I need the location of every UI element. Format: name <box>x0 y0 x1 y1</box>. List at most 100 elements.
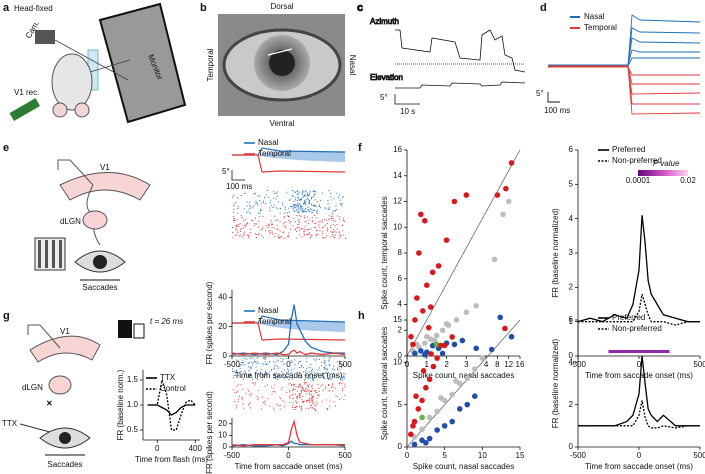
raster-tick <box>243 208 245 210</box>
raster-tick <box>282 223 284 225</box>
raster-tick <box>235 228 237 230</box>
raster-tick <box>305 371 307 373</box>
raster-tick <box>308 195 310 197</box>
raster-tick <box>302 208 304 210</box>
raster-tick <box>251 207 253 209</box>
raster-tick <box>312 384 314 386</box>
raster-tick <box>300 389 302 391</box>
raster-tick <box>321 192 323 194</box>
legend-label: Non-preferred <box>612 156 662 165</box>
y-axis-label: FR (baseline normalized) <box>551 338 560 428</box>
raster-tick <box>295 386 297 388</box>
label: TTX <box>2 419 18 428</box>
point <box>491 256 498 263</box>
y-tick-label: 5 <box>398 400 403 409</box>
raster-tick <box>298 377 300 379</box>
x-tick-label: 16 <box>516 360 525 369</box>
raster-tick <box>328 385 330 387</box>
raster-tick <box>331 215 333 217</box>
raster-tick <box>262 374 264 376</box>
raster-tick <box>237 383 239 385</box>
raster-tick <box>344 237 346 239</box>
raster-tick <box>342 387 344 389</box>
raster-tick <box>249 212 251 214</box>
point <box>410 423 416 429</box>
raster-tick <box>287 212 289 214</box>
raster-tick <box>340 362 342 364</box>
raster-tick <box>256 370 258 372</box>
y-tick-label: 15 <box>393 315 402 324</box>
raster-tick <box>267 227 269 229</box>
raster-tick <box>236 385 238 387</box>
point <box>463 309 470 316</box>
raster-tick <box>258 226 260 228</box>
raster-tick <box>271 226 273 228</box>
raster-tick <box>310 208 312 210</box>
raster-tick <box>244 218 246 220</box>
raster-tick <box>331 231 333 233</box>
label: dLGN <box>60 217 81 226</box>
raster-tick <box>288 396 290 398</box>
raster-tick <box>301 227 303 229</box>
y-tick-label: 3 <box>569 248 574 257</box>
raster-tick <box>273 204 275 206</box>
raster-tick <box>275 364 277 366</box>
raster-tick <box>315 205 317 207</box>
raster-tick <box>294 406 296 408</box>
raster-tick <box>333 375 335 377</box>
raster-tick <box>300 408 302 410</box>
raster-tick <box>331 384 333 386</box>
raster-tick <box>310 395 312 397</box>
ray <box>54 39 129 81</box>
y-tick-label: 0 <box>223 351 228 360</box>
raster-tick <box>297 226 299 228</box>
raster-tick <box>329 192 331 194</box>
raster-tick <box>312 396 314 398</box>
raster-tick <box>342 390 344 392</box>
raster-tick <box>330 387 332 389</box>
raster-tick <box>290 359 292 361</box>
raster-tick <box>305 221 307 223</box>
raster-tick <box>284 377 286 379</box>
raster-tick <box>273 390 275 392</box>
raster-tick <box>282 399 284 401</box>
raster-tick <box>272 233 274 235</box>
raster-tick <box>325 365 327 367</box>
raster-tick <box>275 391 277 393</box>
raster-tick <box>241 364 243 366</box>
panel-letter: h <box>358 310 365 322</box>
raster-tick <box>291 407 293 409</box>
point <box>423 384 429 391</box>
raster-tick <box>307 195 309 197</box>
raster-tick <box>312 204 314 206</box>
point <box>443 237 450 243</box>
point <box>505 198 512 205</box>
raster-tick <box>338 234 340 236</box>
scale-label: 100 ms <box>226 182 252 191</box>
raster-tick <box>300 197 302 199</box>
raster-tick <box>232 368 234 370</box>
raster-tick <box>297 205 299 207</box>
raster-tick <box>342 364 344 366</box>
raster-tick <box>241 217 243 219</box>
raster-tick <box>240 384 242 386</box>
raster-tick <box>309 401 311 403</box>
raster-tick <box>304 201 306 203</box>
x-tick-label: 3 <box>464 360 469 369</box>
raster-tick <box>296 396 298 398</box>
label: Elevation <box>370 73 403 82</box>
legend-label: Temporal <box>258 317 291 326</box>
raster-tick <box>286 376 288 378</box>
raster-tick <box>254 217 256 219</box>
raster-tick <box>342 219 344 221</box>
raster-tick <box>311 208 313 210</box>
raster-tick <box>307 193 309 195</box>
raster-tick <box>321 231 323 233</box>
raster-tick <box>308 201 310 203</box>
raster-tick <box>237 375 239 377</box>
raster-tick <box>239 229 241 231</box>
raster-tick <box>256 203 258 205</box>
raster-tick <box>341 382 343 384</box>
raster-tick <box>292 209 294 211</box>
x-tick-label: 0 <box>286 451 291 460</box>
